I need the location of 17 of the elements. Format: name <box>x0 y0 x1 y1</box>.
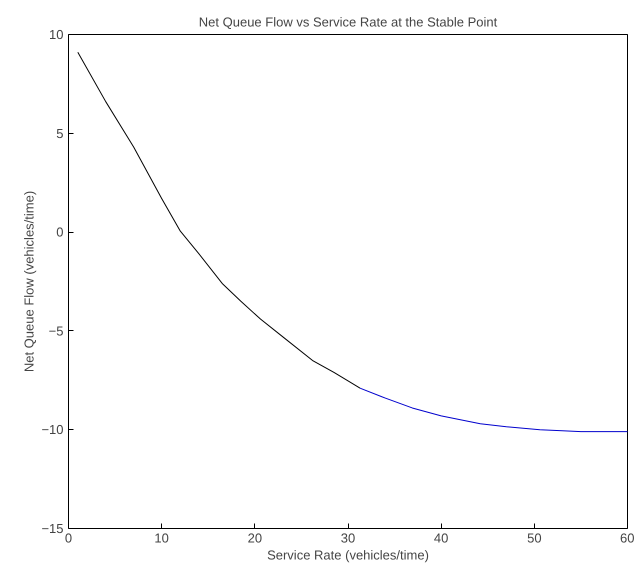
chart-title: Net Queue Flow vs Service Rate at the Stable Point <box>198 14 498 30</box>
x-tick-label: 10 <box>154 530 169 546</box>
y-tick-label: −15 <box>41 521 64 536</box>
y-tick-label: 0 <box>56 224 64 240</box>
y-axis-title: Net Queue Flow (vehicles/time) <box>21 190 36 372</box>
y-tick-label: −10 <box>41 422 64 438</box>
y-tick-label: 5 <box>56 126 64 141</box>
x-tick-label: 30 <box>340 530 356 546</box>
line-series <box>360 388 628 432</box>
x-tick-label: 60 <box>620 530 634 546</box>
y-tick-label: 10 <box>49 27 64 42</box>
x-tick-label: 40 <box>434 530 448 546</box>
y-tick-label: −5 <box>48 323 64 338</box>
x-tick-label: 50 <box>527 530 542 546</box>
x-tick-label: 20 <box>248 530 262 546</box>
line-series <box>77 52 361 389</box>
x-axis-title: Service Rate (vehicles/time) <box>267 548 429 562</box>
